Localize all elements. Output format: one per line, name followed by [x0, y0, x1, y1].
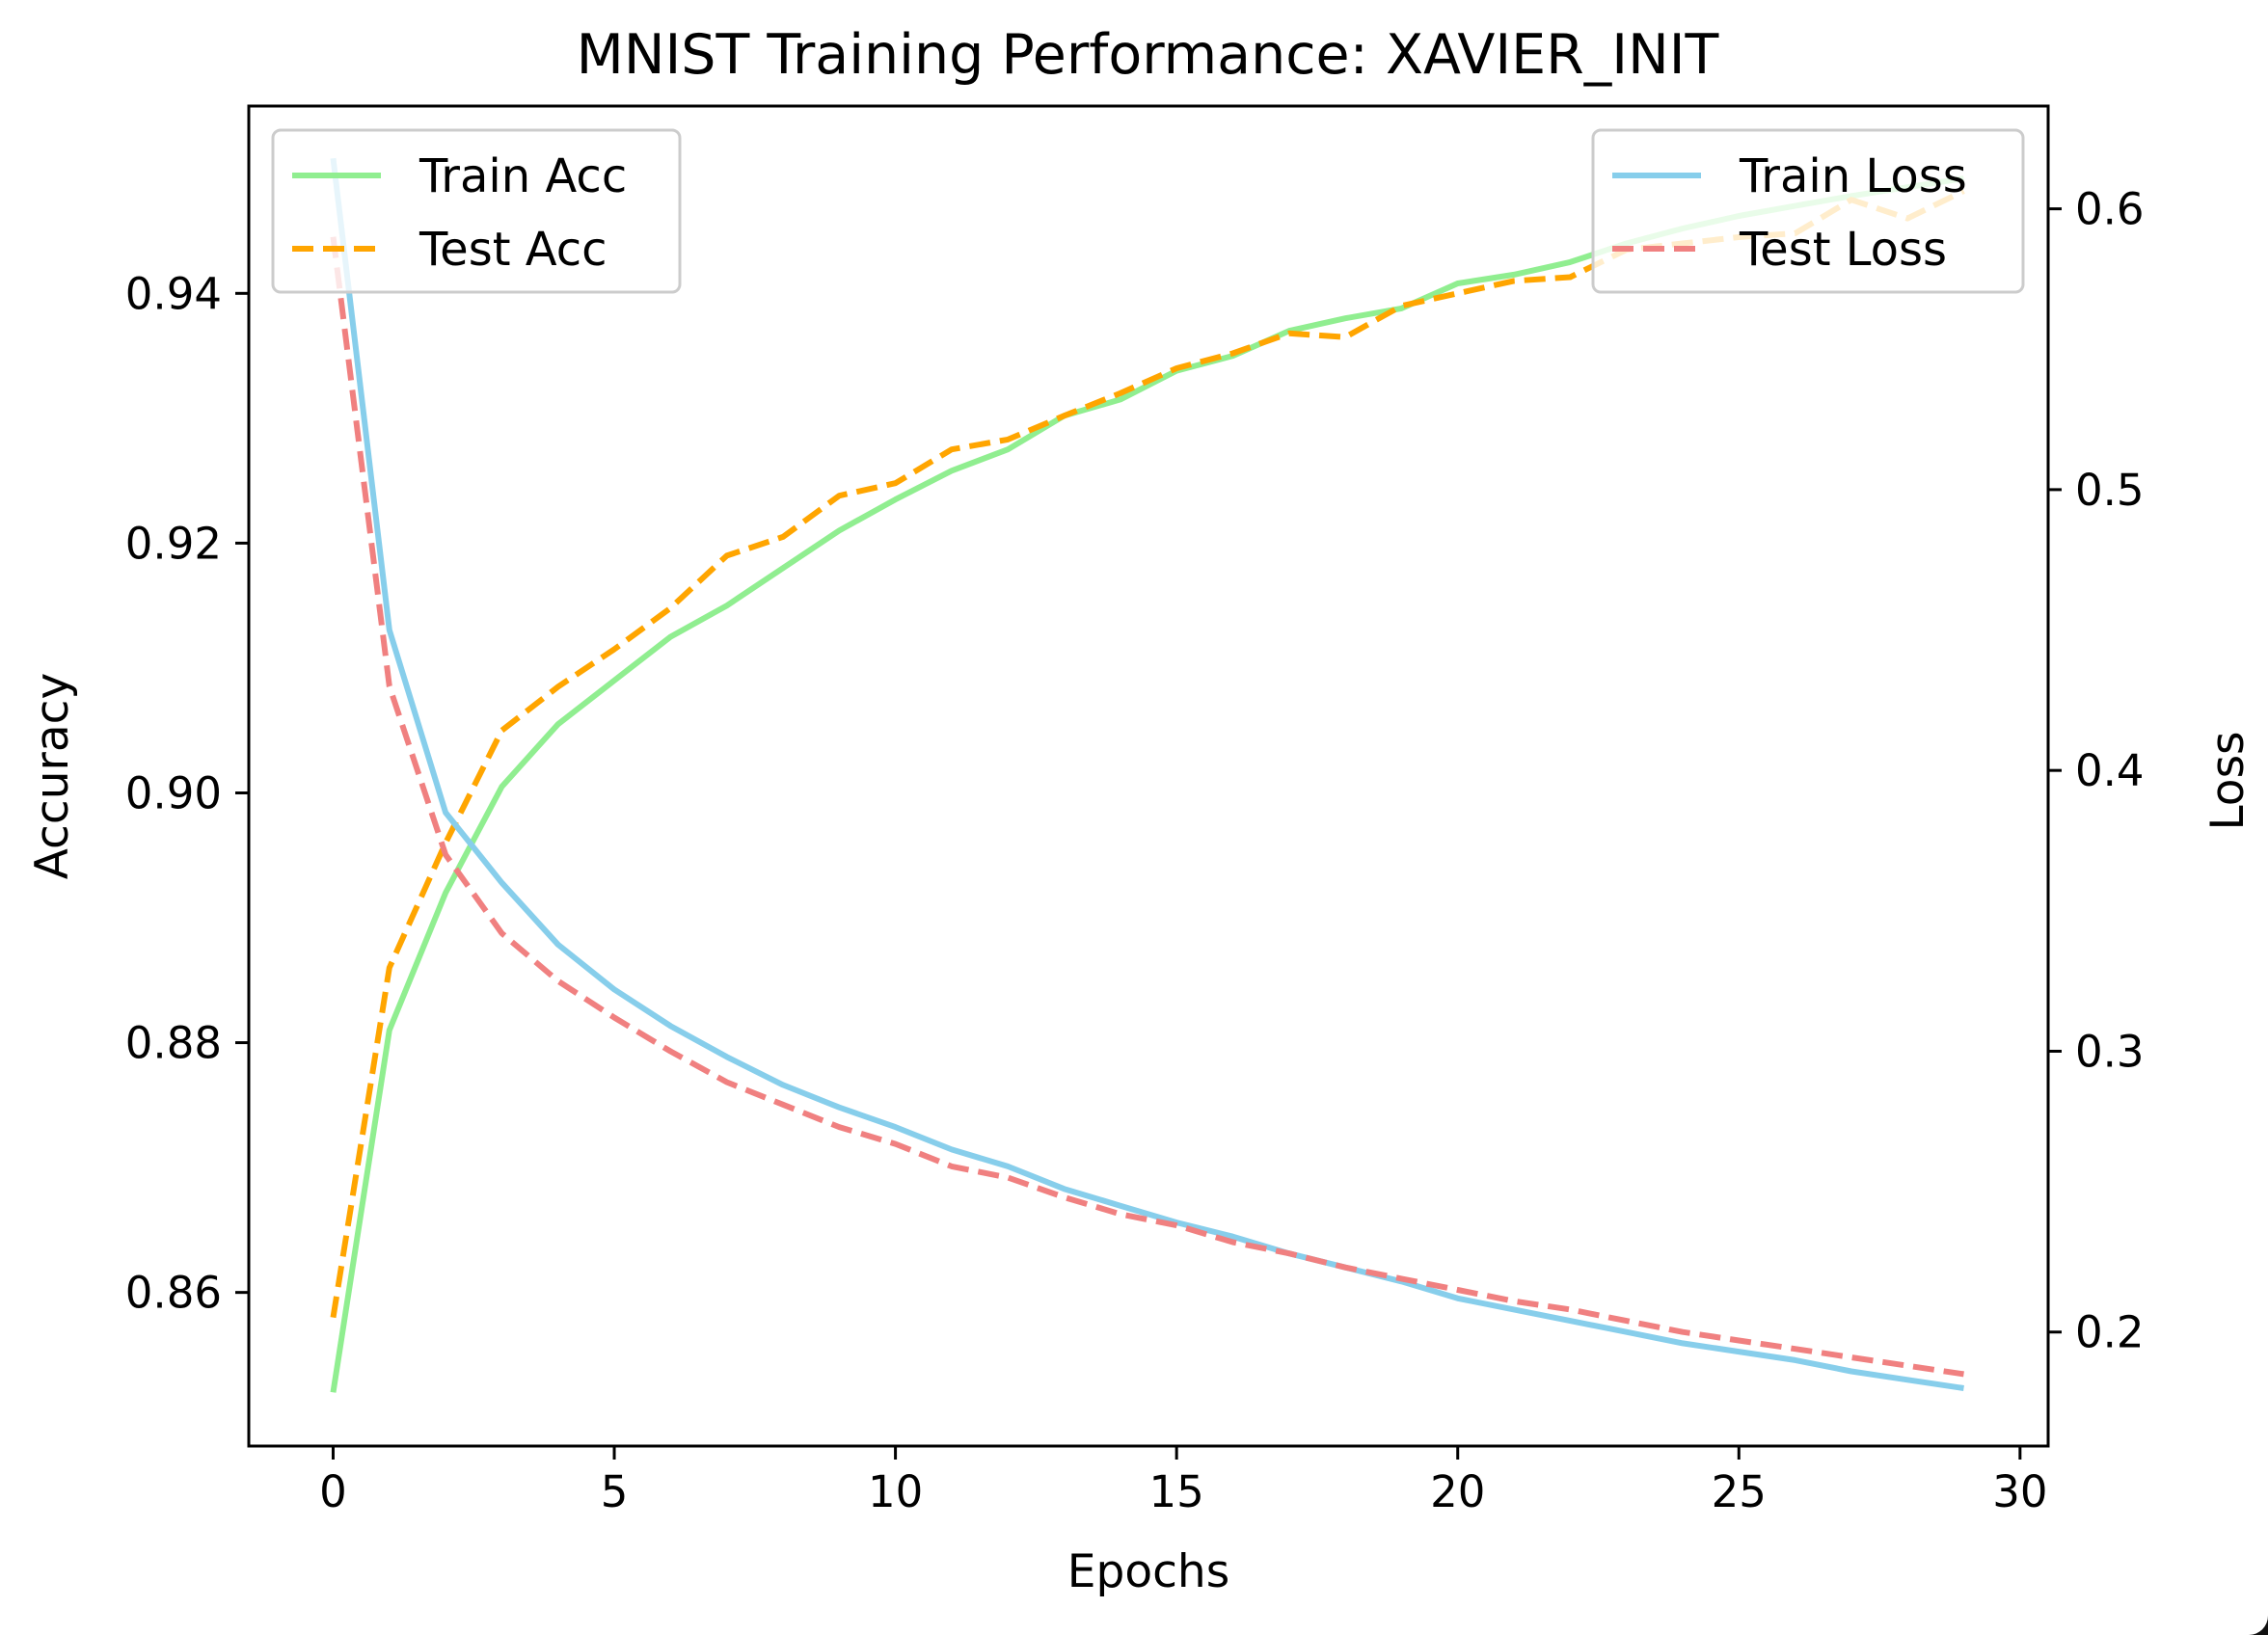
y-tick-label-right: 0.4 [2075, 745, 2145, 796]
series-layer [330, 157, 1965, 1393]
y-tick-label-right: 0.2 [2075, 1307, 2145, 1358]
x-tick-label: 0 [319, 1466, 347, 1517]
y-tick-label-left: 0.90 [125, 767, 222, 818]
legend-loss: Train Loss Test Loss [1591, 128, 2025, 294]
legend-label: Test Acc [418, 223, 608, 277]
legend-accuracy: Train Acc Test Acc [271, 128, 682, 294]
legend-box [1591, 128, 2025, 294]
y-tick-label-left: 0.92 [125, 518, 222, 569]
ticks-layer: 0 5 10 15 20 25 30 0.86 0.88 0.90 0.92 0.94 0.2 0.3 0.… [125, 184, 2145, 1517]
y-axis-label-left: Accuracy [26, 673, 79, 880]
x-axis-label: Epochs [1067, 1545, 1229, 1598]
legend-label: Train Acc [418, 149, 627, 203]
y-axis-label-right: Loss [2201, 731, 2254, 830]
legend-label: Train Loss [1739, 149, 1967, 203]
x-tick-label: 20 [1430, 1466, 1485, 1517]
legend-label: Test Loss [1739, 223, 1947, 277]
x-tick-label: 25 [1712, 1466, 1767, 1517]
x-tick-label: 30 [1992, 1466, 2047, 1517]
y-tick-label-left: 0.94 [125, 268, 222, 319]
x-tick-label: 5 [601, 1466, 629, 1517]
series-line-test-loss [330, 236, 1964, 1378]
y-tick-label-left: 0.86 [125, 1268, 222, 1319]
series-line-train-acc [330, 175, 1964, 1393]
x-tick-label: 15 [1149, 1466, 1204, 1517]
y-tick-label-left: 0.88 [125, 1018, 222, 1069]
series-line-test-acc [330, 188, 1965, 1319]
y-tick-label-right: 0.3 [2075, 1026, 2145, 1077]
series-line-train-loss [330, 157, 1964, 1391]
plot-frame [247, 104, 2050, 1448]
y-tick-label-right: 0.5 [2075, 465, 2145, 516]
y-tick-label-right: 0.6 [2075, 184, 2145, 235]
chart-title: MNIST Training Performance: XAVIER_INIT [577, 23, 1719, 87]
x-tick-label: 10 [868, 1466, 923, 1517]
